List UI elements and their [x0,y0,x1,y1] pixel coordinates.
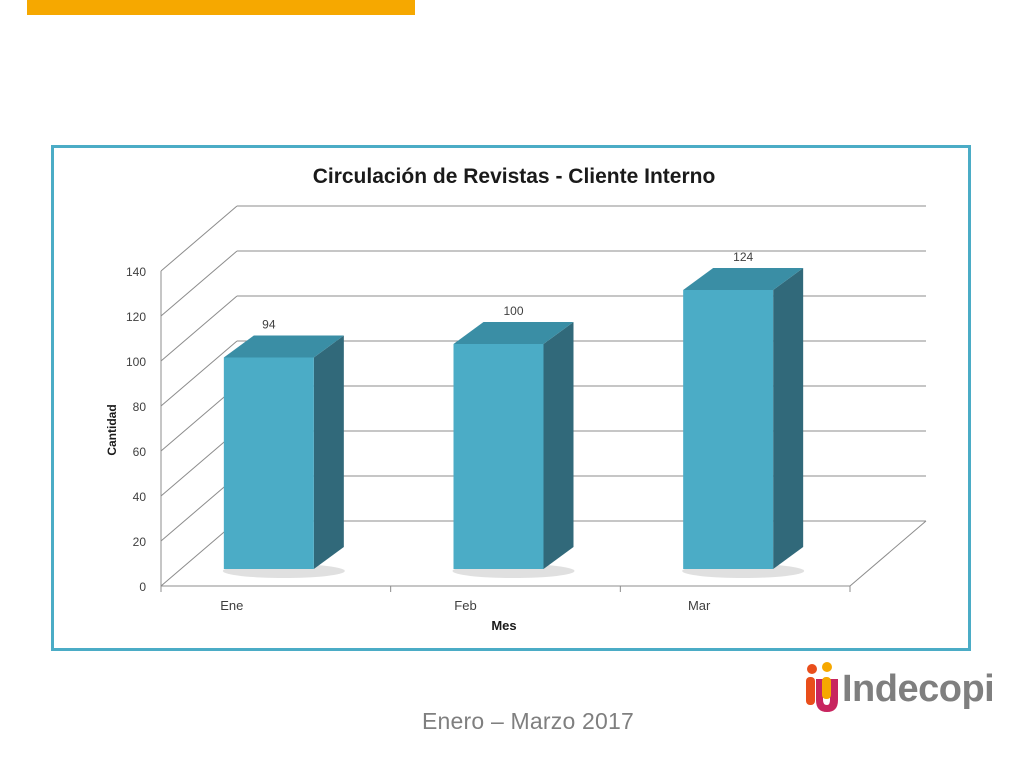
date-range-label: Enero – Marzo 2017 [422,708,635,734]
y-tick-label: 80 [133,400,147,414]
indecopi-logo: Indecopi [800,660,1000,720]
bar [683,290,774,569]
data-label: 100 [503,304,523,318]
bar-top [453,322,574,344]
y-tick-label: 20 [133,535,147,549]
bar-top [223,335,344,358]
y-tick-label: 140 [126,265,146,279]
bar-side [543,322,574,569]
bar-side [313,335,344,569]
chart-frame: 0 20 40 60 80 100 120 140 94 Ene 100 Feb 124 Mar Circu… [51,145,971,651]
x-axis-title: Mes [491,618,516,633]
logo-text: Indecopi [842,668,995,710]
floor-edge [849,520,927,587]
bar-side [773,268,804,569]
chart-title: Circulación de Revistas - Cliente Intern… [313,165,716,188]
bar [453,344,544,569]
gridline-depth [160,205,238,272]
accent-bar [27,0,415,15]
gridline-depth [160,340,238,407]
gridline-depth [160,295,238,362]
gridline-depth [160,250,238,317]
y-tick-label: 100 [126,355,146,369]
bar-chart: 0 20 40 60 80 100 120 140 94 Ene 100 Feb 124 Mar Circu… [105,165,927,633]
x-tick-label: Ene [220,598,243,613]
x-tick-label: Feb [454,598,476,613]
y-tick-label: 0 [139,580,146,594]
bar-top [683,268,804,290]
bar [223,357,314,569]
y-axis-title: Cantidad [105,404,119,455]
x-tick-label: Mar [688,598,711,613]
y-tick-label: 60 [133,445,147,459]
data-label: 124 [733,250,753,264]
y-tick-label: 120 [126,310,146,324]
indecopi-logo-icon [806,662,838,712]
data-label: 94 [262,318,276,332]
y-tick-label: 40 [133,490,147,504]
